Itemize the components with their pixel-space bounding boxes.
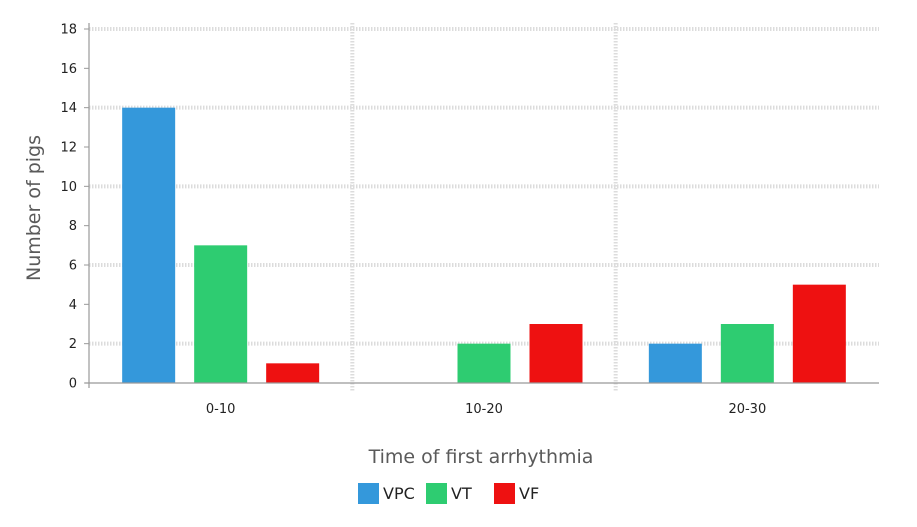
legend-swatch-vf [494, 483, 515, 504]
legend-label-vpc: VPC [383, 484, 415, 503]
legend-swatch-vpc [358, 483, 379, 504]
y-tick-label: 10 [60, 180, 77, 195]
y-tick-label: 18 [60, 23, 77, 38]
y-tick-label: 16 [60, 62, 77, 77]
y-tick-label: 0 [69, 377, 77, 392]
bar-vt-0-10[interactable] [194, 245, 248, 383]
y-tick-label: 12 [60, 141, 77, 156]
bar-vf-0-10[interactable] [266, 363, 320, 383]
bars [122, 107, 846, 384]
bar-vf-10-20[interactable] [529, 324, 583, 383]
y-axis-title: Number of pigs [23, 135, 45, 281]
legend: VPC VT VF [358, 483, 539, 504]
bar-vt-20-30[interactable] [720, 324, 774, 383]
legend-label-vt: VT [451, 484, 472, 503]
bar-vt-10-20[interactable] [457, 343, 511, 383]
x-tick-label: 0-10 [206, 402, 236, 417]
y-tick-label: 4 [69, 298, 77, 313]
legend-label-vf: VF [519, 484, 539, 503]
axes [84, 23, 879, 388]
x-axis-title: Time of first arrhythmia [368, 446, 594, 468]
y-tick-label: 6 [69, 259, 77, 274]
y-tick-label: 14 [60, 101, 77, 116]
tick-labels: 0 2 4 6 8 10 12 14 16 18 0-10 10-20 20-30 [60, 23, 766, 418]
y-tick-label: 8 [69, 219, 77, 234]
x-tick-label: 20-30 [728, 402, 766, 417]
legend-swatch-vt [426, 483, 447, 504]
x-tick-label: 10-20 [465, 402, 503, 417]
bar-vpc-20-30[interactable] [648, 343, 702, 383]
bar-vpc-0-10[interactable] [122, 107, 176, 384]
bar-vf-20-30[interactable] [792, 284, 846, 383]
y-tick-label: 2 [69, 337, 77, 352]
